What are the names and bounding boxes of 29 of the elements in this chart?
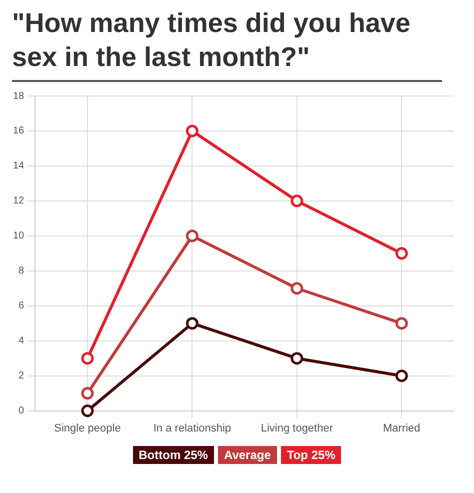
y-tick-label: 6	[18, 300, 25, 312]
point	[186, 230, 198, 242]
point	[395, 370, 408, 382]
y-tick-label: 2	[18, 370, 25, 382]
x-tick-label: Single people	[54, 422, 121, 434]
x-tick-label: Living together	[260, 422, 334, 434]
y-tick-label: 18	[13, 90, 25, 102]
y-tick-label: 14	[13, 160, 25, 172]
x-tick-label: Married	[382, 422, 420, 434]
point	[290, 194, 304, 208]
point	[290, 282, 304, 295]
point	[290, 352, 304, 365]
text: Bottom 25%	[132, 446, 214, 464]
x-tick-label: In a relationship	[153, 422, 232, 434]
y-tick-label: 0	[18, 406, 25, 417]
y-tick-label: 10	[13, 230, 25, 242]
point	[186, 124, 198, 138]
point	[81, 352, 94, 365]
y-tick-label: 8	[18, 266, 25, 277]
point	[395, 247, 408, 260]
point	[81, 387, 94, 400]
y-tick-label: 12	[13, 196, 25, 207]
y-tick-label: 16	[13, 126, 25, 137]
text: Top 25%	[280, 446, 342, 464]
y-tick-label: 4	[18, 336, 25, 347]
text: Average	[218, 446, 277, 464]
chart-title: "How many times did you have sex in the last month?"	[12, 6, 442, 82]
point	[186, 317, 198, 330]
point	[395, 317, 408, 330]
